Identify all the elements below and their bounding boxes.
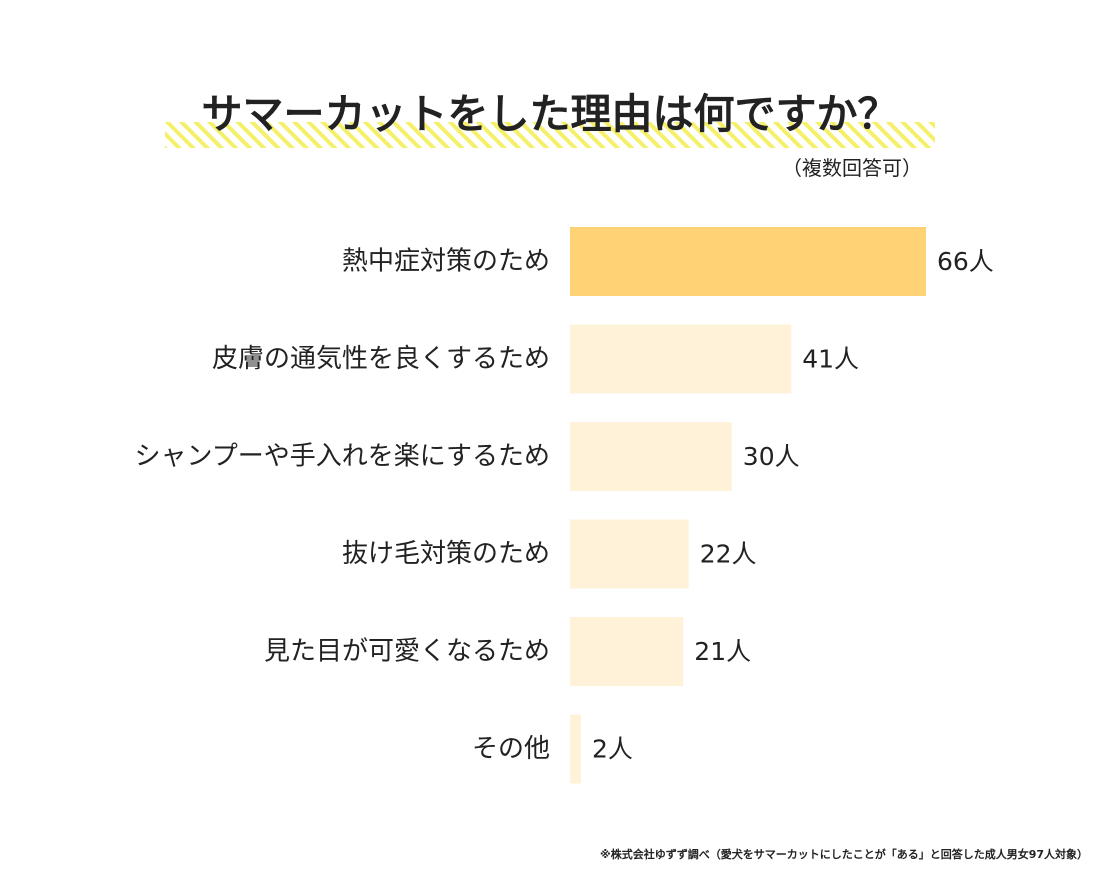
bar bbox=[570, 714, 581, 784]
bar bbox=[570, 519, 689, 589]
value-label: 22人 bbox=[700, 540, 757, 569]
value-label: 21人 bbox=[694, 637, 751, 666]
value-label: 41人 bbox=[802, 345, 859, 374]
chart-footnote: ※株式会社ゆずず調べ（愛犬をサマーカットにしたことが「ある」と回答した成人男女9… bbox=[600, 847, 1088, 861]
category-label: 皮膚の通気性を良くするため bbox=[212, 344, 550, 374]
category-label: 熱中症対策のため bbox=[342, 247, 550, 277]
category-label: その他 bbox=[472, 734, 550, 764]
chart-subtitle: （複数回答可） bbox=[782, 156, 922, 180]
bar bbox=[570, 324, 792, 394]
value-label: 66人 bbox=[937, 247, 994, 276]
value-label: 30人 bbox=[743, 442, 800, 471]
chart-title: サマーカットをした理由は何ですか？ bbox=[202, 90, 899, 138]
title-underline bbox=[165, 122, 935, 148]
bar bbox=[570, 227, 926, 296]
category-label: シャンプーや手入れを楽にするため bbox=[135, 442, 550, 472]
value-label: 2人 bbox=[592, 735, 633, 764]
category-label: 抜け毛対策のため bbox=[342, 539, 550, 569]
category-label: 見た目が可愛くなるため bbox=[264, 637, 550, 667]
bar bbox=[570, 422, 732, 491]
bar bbox=[570, 617, 684, 686]
